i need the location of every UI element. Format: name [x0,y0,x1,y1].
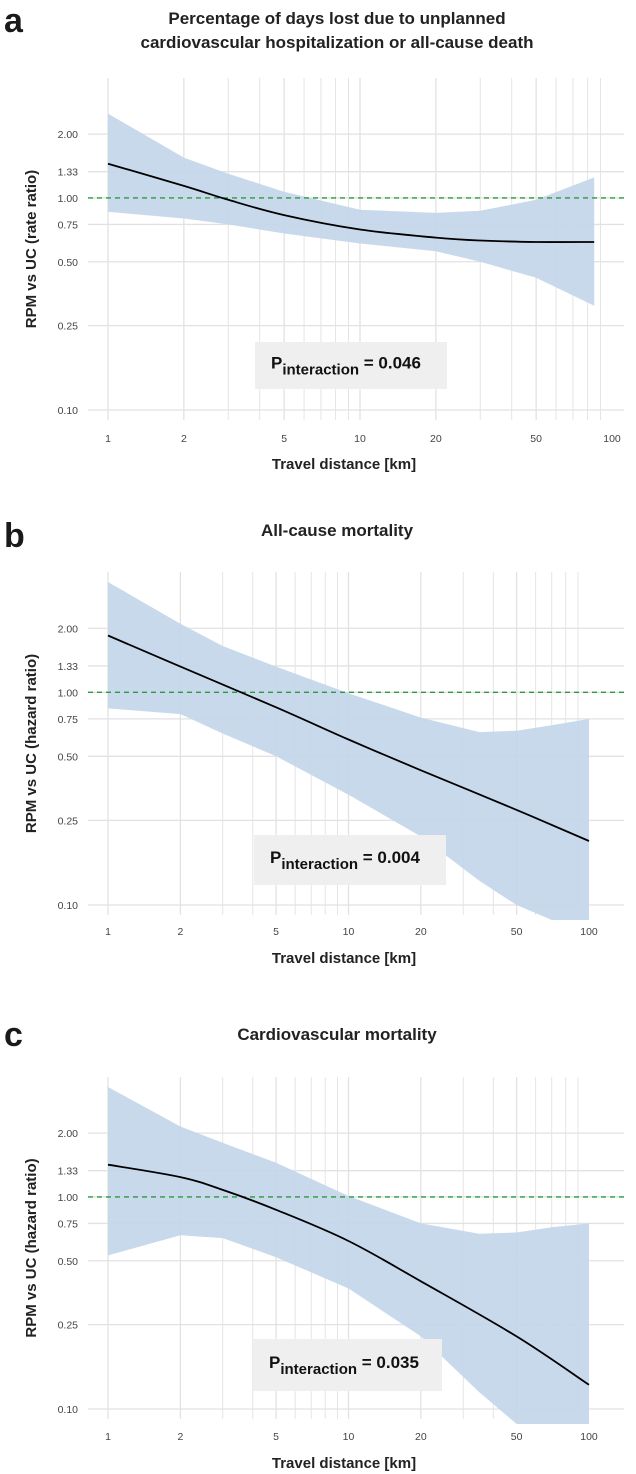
confidence-band [108,1087,589,1424]
y-tick-label: 2.00 [58,129,79,141]
x-tick-label: 2 [177,1431,183,1443]
y-tick-labels: 0.10 0.25 0.50 0.75 1.00 1.33 2.00 [58,1128,79,1416]
y-axis-title: RPM vs UC (rate ratio) [23,170,40,328]
chart-title-line: All-cause mortality [261,521,414,540]
y-tick-label: 0.50 [58,1256,79,1268]
annotation-subscript: interaction [281,856,358,873]
annotation-subscript: interaction [280,1361,357,1378]
y-tick-label: 0.25 [58,1320,79,1332]
confidence-band [108,582,589,920]
y-tick-label: 1.00 [58,687,79,699]
x-axis-title: Travel distance [km] [272,1455,416,1472]
x-tick-label: 5 [273,1431,279,1443]
y-tick-label: 1.33 [58,1166,79,1178]
x-tick-label: 10 [354,433,366,445]
x-tick-label: 1 [105,926,111,938]
annotation-prefix: P [271,354,282,373]
x-axis-title: Travel distance [km] [272,950,416,967]
x-tick-label: 1 [105,433,111,445]
x-tick-label: 5 [273,926,279,938]
estimate-line [107,1163,590,1386]
y-tick-label: 0.50 [58,257,79,269]
y-tick-label: 2.00 [58,623,79,635]
y-tick-label: 0.50 [58,751,79,763]
p-interaction-annotation: Pinteraction = 0.046 [255,342,447,389]
y-tick-labels: 0.10 0.25 0.50 0.75 1.00 1.33 2.00 [58,129,79,417]
x-tick-label: 100 [603,433,621,445]
y-tick-label: 0.75 [58,219,79,231]
chart-title: Percentage of days lost due to unplanned… [140,9,533,52]
annotation-value: = 0.035 [357,1353,419,1372]
annotation-text: Pinteraction = 0.035 [269,1353,419,1378]
y-tick-label: 1.33 [58,167,79,179]
p-interaction-annotation: Pinteraction = 0.035 [253,1339,442,1391]
y-tick-label: 0.10 [58,1404,79,1416]
x-tick-labels: 1 2 5 10 20 50 100 [105,433,621,445]
estimate-line [107,162,595,243]
y-tick-label: 2.00 [58,1128,79,1140]
estimate-line [107,634,590,842]
x-tick-label: 50 [511,1431,523,1443]
annotation-text: Pinteraction = 0.004 [270,848,420,873]
x-tick-label: 5 [281,433,287,445]
x-tick-label: 50 [530,433,542,445]
chart-title-line: Cardiovascular mortality [237,1025,437,1044]
chart-title-line: cardiovascular hospitalization or all-ca… [140,33,533,52]
annotation-subscript: interaction [282,362,359,379]
y-tick-label: 0.25 [58,815,79,827]
panel-label-a: a [4,2,24,40]
x-tick-label: 20 [415,926,427,938]
panel-c: c Cardiovascular mortality 0.10 0.25 0.50 0.7… [4,1016,628,1472]
p-interaction-annotation: Pinteraction = 0.004 [254,835,446,885]
y-tick-label: 0.75 [58,714,79,726]
chart-title: All-cause mortality [261,521,414,540]
y-tick-label: 1.00 [58,193,79,205]
x-tick-label: 20 [430,433,442,445]
panel-label-b: b [4,517,25,555]
panel-b: b All-cause mortality 0.10 0.25 0.50 0.75 1.00… [4,517,628,967]
y-axis-title: RPM vs UC (hazard ratio) [23,654,40,833]
annotation-prefix: P [270,848,281,867]
annotation-value: = 0.046 [359,354,421,373]
x-tick-label: 1 [105,1431,111,1443]
x-tick-label: 2 [181,433,187,445]
panel-a: a Percentage of days lost due to unplanne… [4,2,628,473]
y-axis-title: RPM vs UC (hazard ratio) [23,1158,40,1337]
x-tick-label: 20 [415,1431,427,1443]
annotation-value: = 0.004 [358,848,420,867]
chart-title-line: Percentage of days lost due to unplanned [168,9,505,28]
x-axis-title: Travel distance [km] [272,456,416,473]
annotation-prefix: P [269,1353,280,1372]
x-tick-labels: 1 2 5 10 20 50 100 [105,1431,598,1443]
annotation-box [254,835,446,885]
y-tick-label: 1.00 [58,1192,79,1204]
y-tick-labels: 0.10 0.25 0.50 0.75 1.00 1.33 2.00 [58,623,79,912]
chart-title: Cardiovascular mortality [237,1025,437,1044]
x-tick-labels: 1 2 5 10 20 50 100 [105,926,598,938]
x-tick-label: 10 [343,926,355,938]
y-tick-label: 0.75 [58,1218,79,1230]
y-tick-label: 1.33 [58,661,79,673]
y-tick-label: 0.10 [58,405,79,417]
x-tick-label: 100 [580,926,598,938]
y-tick-label: 0.10 [58,900,79,912]
x-tick-label: 2 [177,926,183,938]
x-tick-label: 10 [343,1431,355,1443]
annotation-box [255,342,447,389]
confidence-band [108,113,595,306]
x-tick-label: 100 [580,1431,598,1443]
annotation-text: Pinteraction = 0.046 [271,354,421,379]
annotation-box [253,1339,442,1391]
y-tick-label: 0.25 [58,321,79,333]
panel-label-c: c [4,1016,23,1054]
x-tick-label: 50 [511,926,523,938]
